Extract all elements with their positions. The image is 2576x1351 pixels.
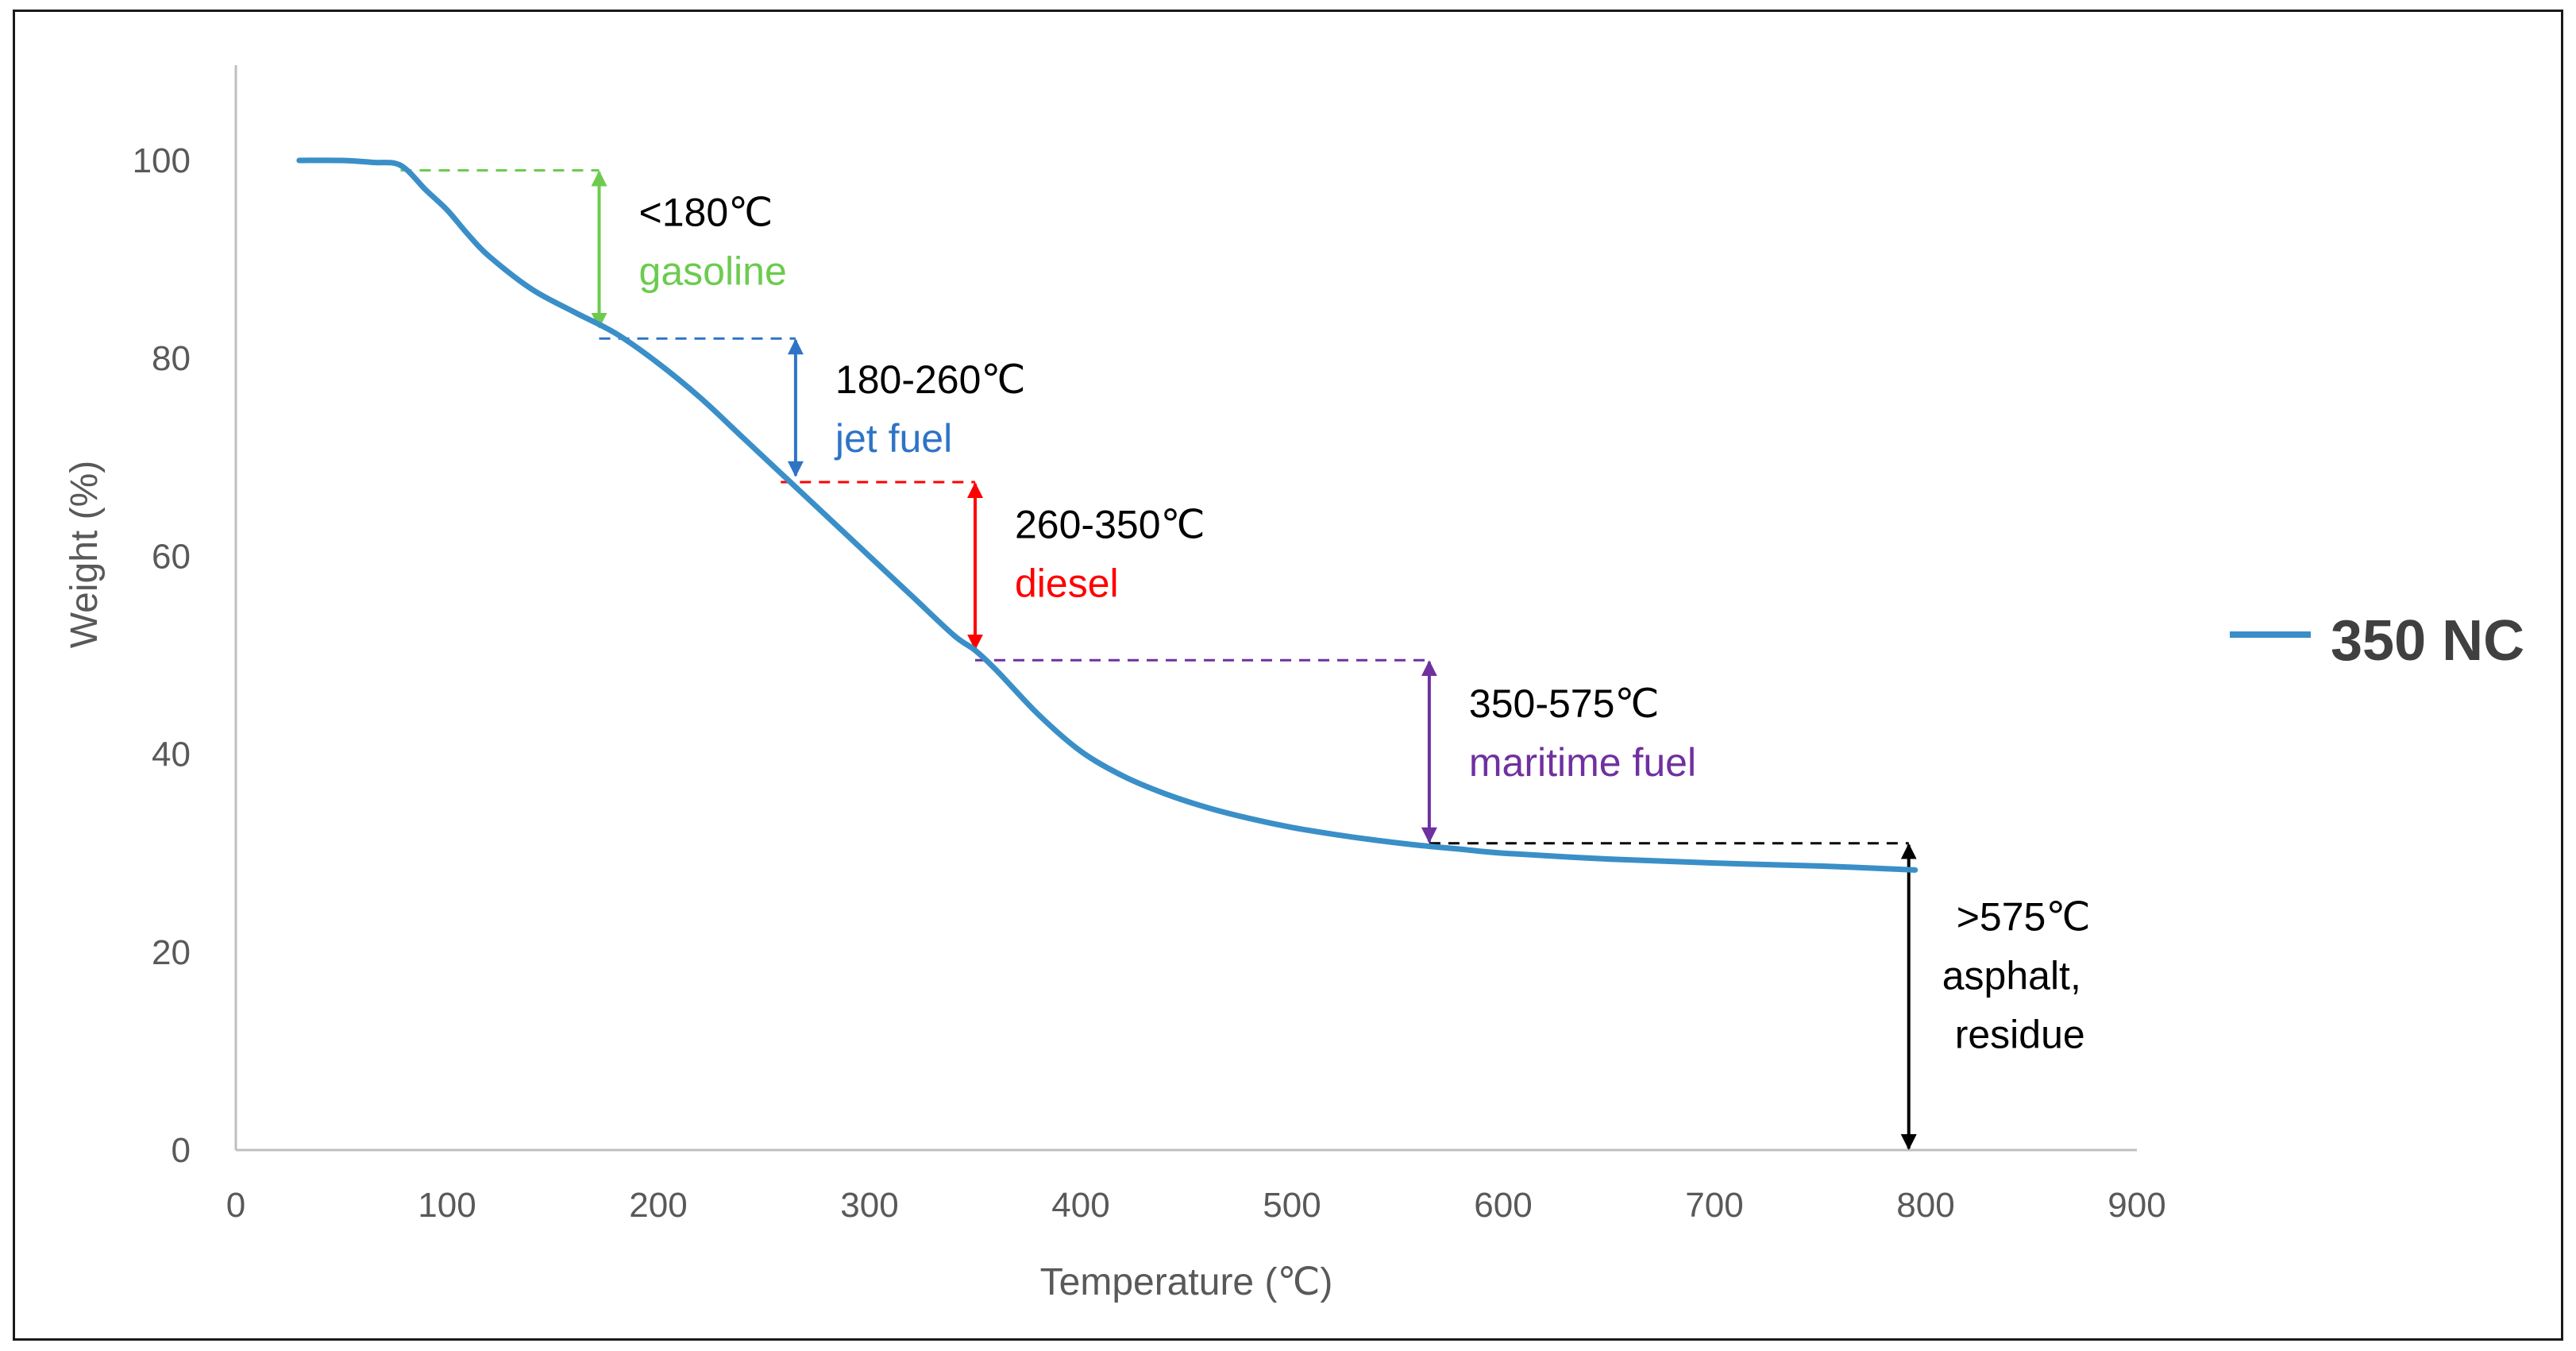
x-tick-label: 800 bbox=[1896, 1186, 1954, 1225]
y-tick-labels: 0 20 40 60 80 100 bbox=[133, 141, 191, 1170]
annotation-range-label: 180-260℃ bbox=[835, 357, 1026, 402]
x-tick-label: 700 bbox=[1685, 1186, 1743, 1225]
annotation-range-label: >575℃ bbox=[1957, 895, 2091, 940]
annotation-fraction-label: asphalt, bbox=[1942, 954, 2081, 998]
y-tick-label: 100 bbox=[133, 141, 191, 180]
x-tick-label: 100 bbox=[418, 1186, 476, 1225]
legend: 350 NC bbox=[2230, 609, 2524, 673]
annotation-fraction-label: gasoline bbox=[639, 249, 787, 293]
y-tick-label: 0 bbox=[172, 1131, 191, 1170]
legend-label: 350 NC bbox=[2331, 609, 2524, 673]
annotation-range-label: <180℃ bbox=[639, 190, 773, 234]
figure-frame bbox=[13, 10, 2563, 1341]
y-tick-label: 60 bbox=[152, 537, 191, 576]
annotation-fraction-label: jet fuel bbox=[834, 416, 952, 461]
annotation-range-label: 350-575℃ bbox=[1469, 681, 1660, 726]
x-tick-label: 600 bbox=[1474, 1186, 1532, 1225]
x-tick-label: 900 bbox=[2107, 1186, 2165, 1225]
y-tick-label: 20 bbox=[152, 933, 191, 972]
y-tick-label: 40 bbox=[152, 735, 191, 774]
annotation-range-label: 260-350℃ bbox=[1015, 503, 1205, 547]
y-axis-title: Weight (%) bbox=[64, 461, 106, 649]
y-tick-label: 80 bbox=[152, 339, 191, 378]
x-axis-title: Temperature (℃) bbox=[1040, 1261, 1333, 1303]
x-tick-label: 300 bbox=[840, 1186, 898, 1225]
series-line-350-nc bbox=[296, 157, 1919, 873]
x-tick-label: 200 bbox=[629, 1186, 687, 1225]
x-tick-label: 0 bbox=[226, 1186, 245, 1225]
x-tick-label: 400 bbox=[1051, 1186, 1109, 1225]
annotation-fraction-label: maritime fuel bbox=[1469, 740, 1696, 785]
annotation-fraction-label: diesel bbox=[1015, 562, 1119, 606]
x-tick-labels: 0 100 200 300 400 500 600 700 800 900 bbox=[226, 1186, 2166, 1225]
fraction-annotations: <180℃ gasoline 180-260℃ jet fuel 260-350℃ die… bbox=[400, 168, 2091, 1150]
annotation-fraction-label-2: residue bbox=[1955, 1013, 2085, 1057]
x-tick-label: 500 bbox=[1263, 1186, 1321, 1225]
